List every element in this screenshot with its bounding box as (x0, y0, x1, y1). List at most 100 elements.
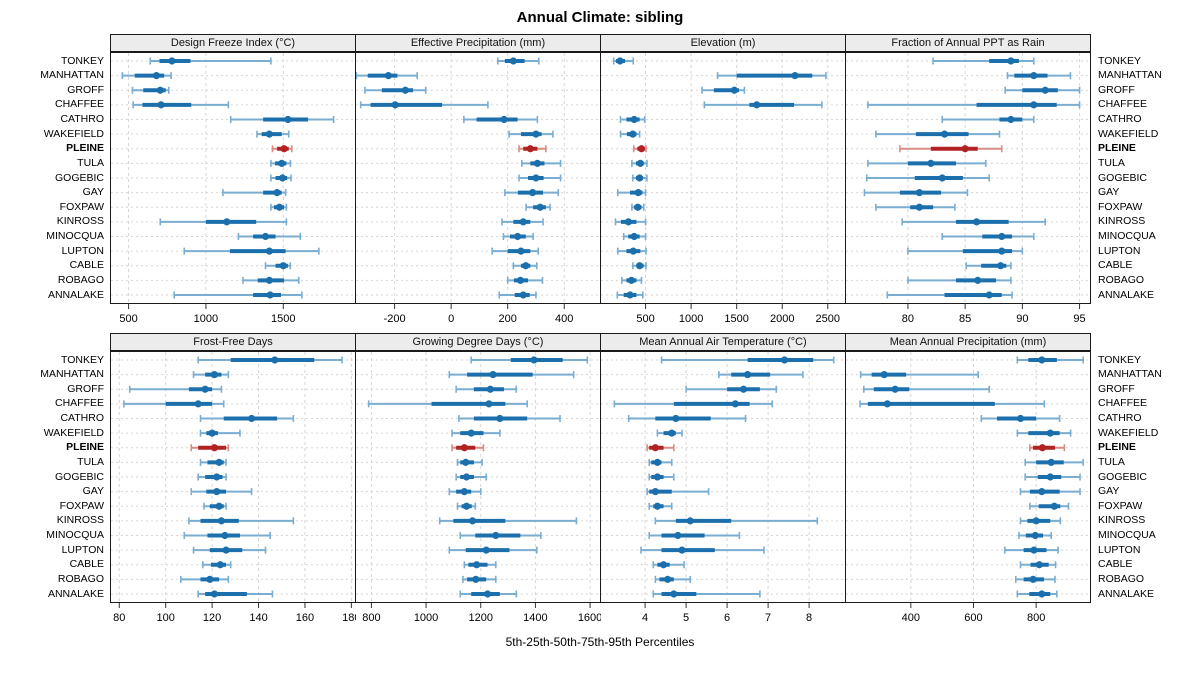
station-labels-left: TONKEY MANHATTAN GROFF CHAFFEE CATHRO WAKEFIE… (0, 333, 110, 603)
station-label: ROBAGO (1098, 273, 1145, 286)
median-dot (1038, 488, 1046, 496)
median-dot (462, 502, 471, 510)
median-dot (1029, 575, 1037, 583)
median-dot (532, 130, 540, 138)
station-label: LUPTON (61, 244, 104, 257)
median-dot (528, 189, 537, 197)
median-dot (391, 101, 399, 109)
median-dot (210, 371, 219, 379)
station-label: LUPTON (61, 543, 104, 556)
percentile-row (627, 414, 747, 423)
station-label: GROFF (67, 83, 104, 96)
panel-strip-title: Design Freeze Index (°C) (110, 34, 356, 52)
median-dot (1007, 57, 1015, 65)
percentile-row (463, 115, 539, 124)
percentile-row (640, 546, 765, 554)
percentile-row (1006, 72, 1072, 80)
percentile-row (448, 371, 575, 379)
percentile-row (192, 371, 230, 379)
median-dot (997, 262, 1005, 270)
station-label: WAKEFIELD (43, 426, 104, 439)
station-label: CABLE (1098, 558, 1133, 571)
percentile-row (652, 590, 761, 598)
x-tick-label: 800 (362, 612, 380, 624)
percentile-row (199, 429, 241, 437)
station-label: GROFF (1098, 382, 1135, 395)
percentile-row (512, 262, 538, 270)
percentile-row (521, 159, 562, 167)
median-dot (974, 276, 982, 284)
median-dot (206, 575, 214, 583)
station-label: TULA (1098, 455, 1125, 468)
panel-plot: -200 0 200 400 (355, 52, 601, 325)
median-dot (221, 531, 229, 540)
percentile-row (270, 203, 288, 211)
percentile-row (616, 247, 647, 255)
percentile-row (631, 159, 648, 167)
median-dot (998, 232, 1006, 241)
station-label: MINOCQUA (46, 230, 104, 242)
median-dot (213, 488, 221, 496)
panel-plot: 80 100 120 140 160 180 (110, 351, 356, 624)
percentile-row (197, 356, 343, 364)
median-dot (483, 590, 492, 598)
station-label: KINROSS (1098, 514, 1146, 527)
percentile-row (616, 291, 644, 299)
median-dot (624, 218, 633, 226)
median-dot (668, 429, 676, 437)
percentile-row (1019, 517, 1062, 525)
median-dot (201, 385, 209, 393)
median-dot (1038, 590, 1046, 598)
median-dot (278, 174, 287, 182)
station-label: LUPTON (1098, 244, 1141, 257)
x-tick-label: 140 (249, 612, 267, 624)
percentile-row (192, 546, 267, 554)
percentile-row (867, 159, 987, 167)
percentile-row (470, 356, 589, 364)
station-label: GOGEBIC (1098, 470, 1148, 483)
station-label: KINROSS (56, 215, 104, 228)
percentile-row (455, 473, 487, 481)
station-label: PLEINE (1098, 441, 1136, 454)
percentile-row (199, 414, 295, 423)
x-tick-label: 180 (342, 612, 356, 624)
station-label: MINOCQUA (1098, 230, 1156, 242)
percentile-row-highlight (190, 444, 230, 452)
station-label: MINOCQUA (1098, 529, 1156, 541)
percentile-row (459, 590, 518, 598)
station-label: ANNALAKE (47, 288, 104, 301)
panel: Effective Precipitation (mm) -200 0 200 400 (355, 34, 601, 330)
percentile-row (448, 488, 482, 496)
median-dot (915, 203, 923, 211)
median-dot (1016, 414, 1025, 423)
percentile-row-highlight (899, 145, 1003, 153)
station-label: TONKEY (61, 54, 104, 67)
median-dot (1031, 531, 1039, 540)
x-tick-label: 1000 (679, 313, 703, 325)
median-dot (1038, 356, 1046, 364)
station-label: ROBAGO (57, 572, 104, 585)
median-dot (915, 189, 923, 197)
percentile-row (183, 247, 320, 255)
x-tick-label: 500 (636, 313, 654, 325)
median-dot (265, 276, 273, 284)
percentile-row-highlight (1029, 444, 1066, 452)
median-dot (630, 115, 638, 124)
panel-plot: 500 1000 1500 2000 2500 (600, 52, 846, 325)
median-dot (526, 145, 534, 153)
station-label: PLEINE (1098, 142, 1136, 155)
percentile-row (965, 262, 1012, 270)
panel: Growing Degree Days (°C) 800 1000 1200 1400 1… (355, 333, 601, 629)
median-dot (626, 291, 634, 299)
station-label: TONKEY (1098, 54, 1141, 67)
panel-plot: 4 5 6 7 8 (600, 351, 846, 624)
percentile-row (242, 276, 300, 284)
panel-plot: 400 600 800 (845, 351, 1091, 624)
percentile-row (203, 502, 227, 510)
panel-strip-title: Fraction of Annual PPT as Rain (845, 34, 1091, 52)
median-dot (1050, 502, 1058, 510)
median-dot (938, 174, 946, 182)
median-dot (731, 400, 739, 408)
percentile-row (619, 130, 641, 138)
x-tick-label: 1500 (724, 313, 748, 325)
